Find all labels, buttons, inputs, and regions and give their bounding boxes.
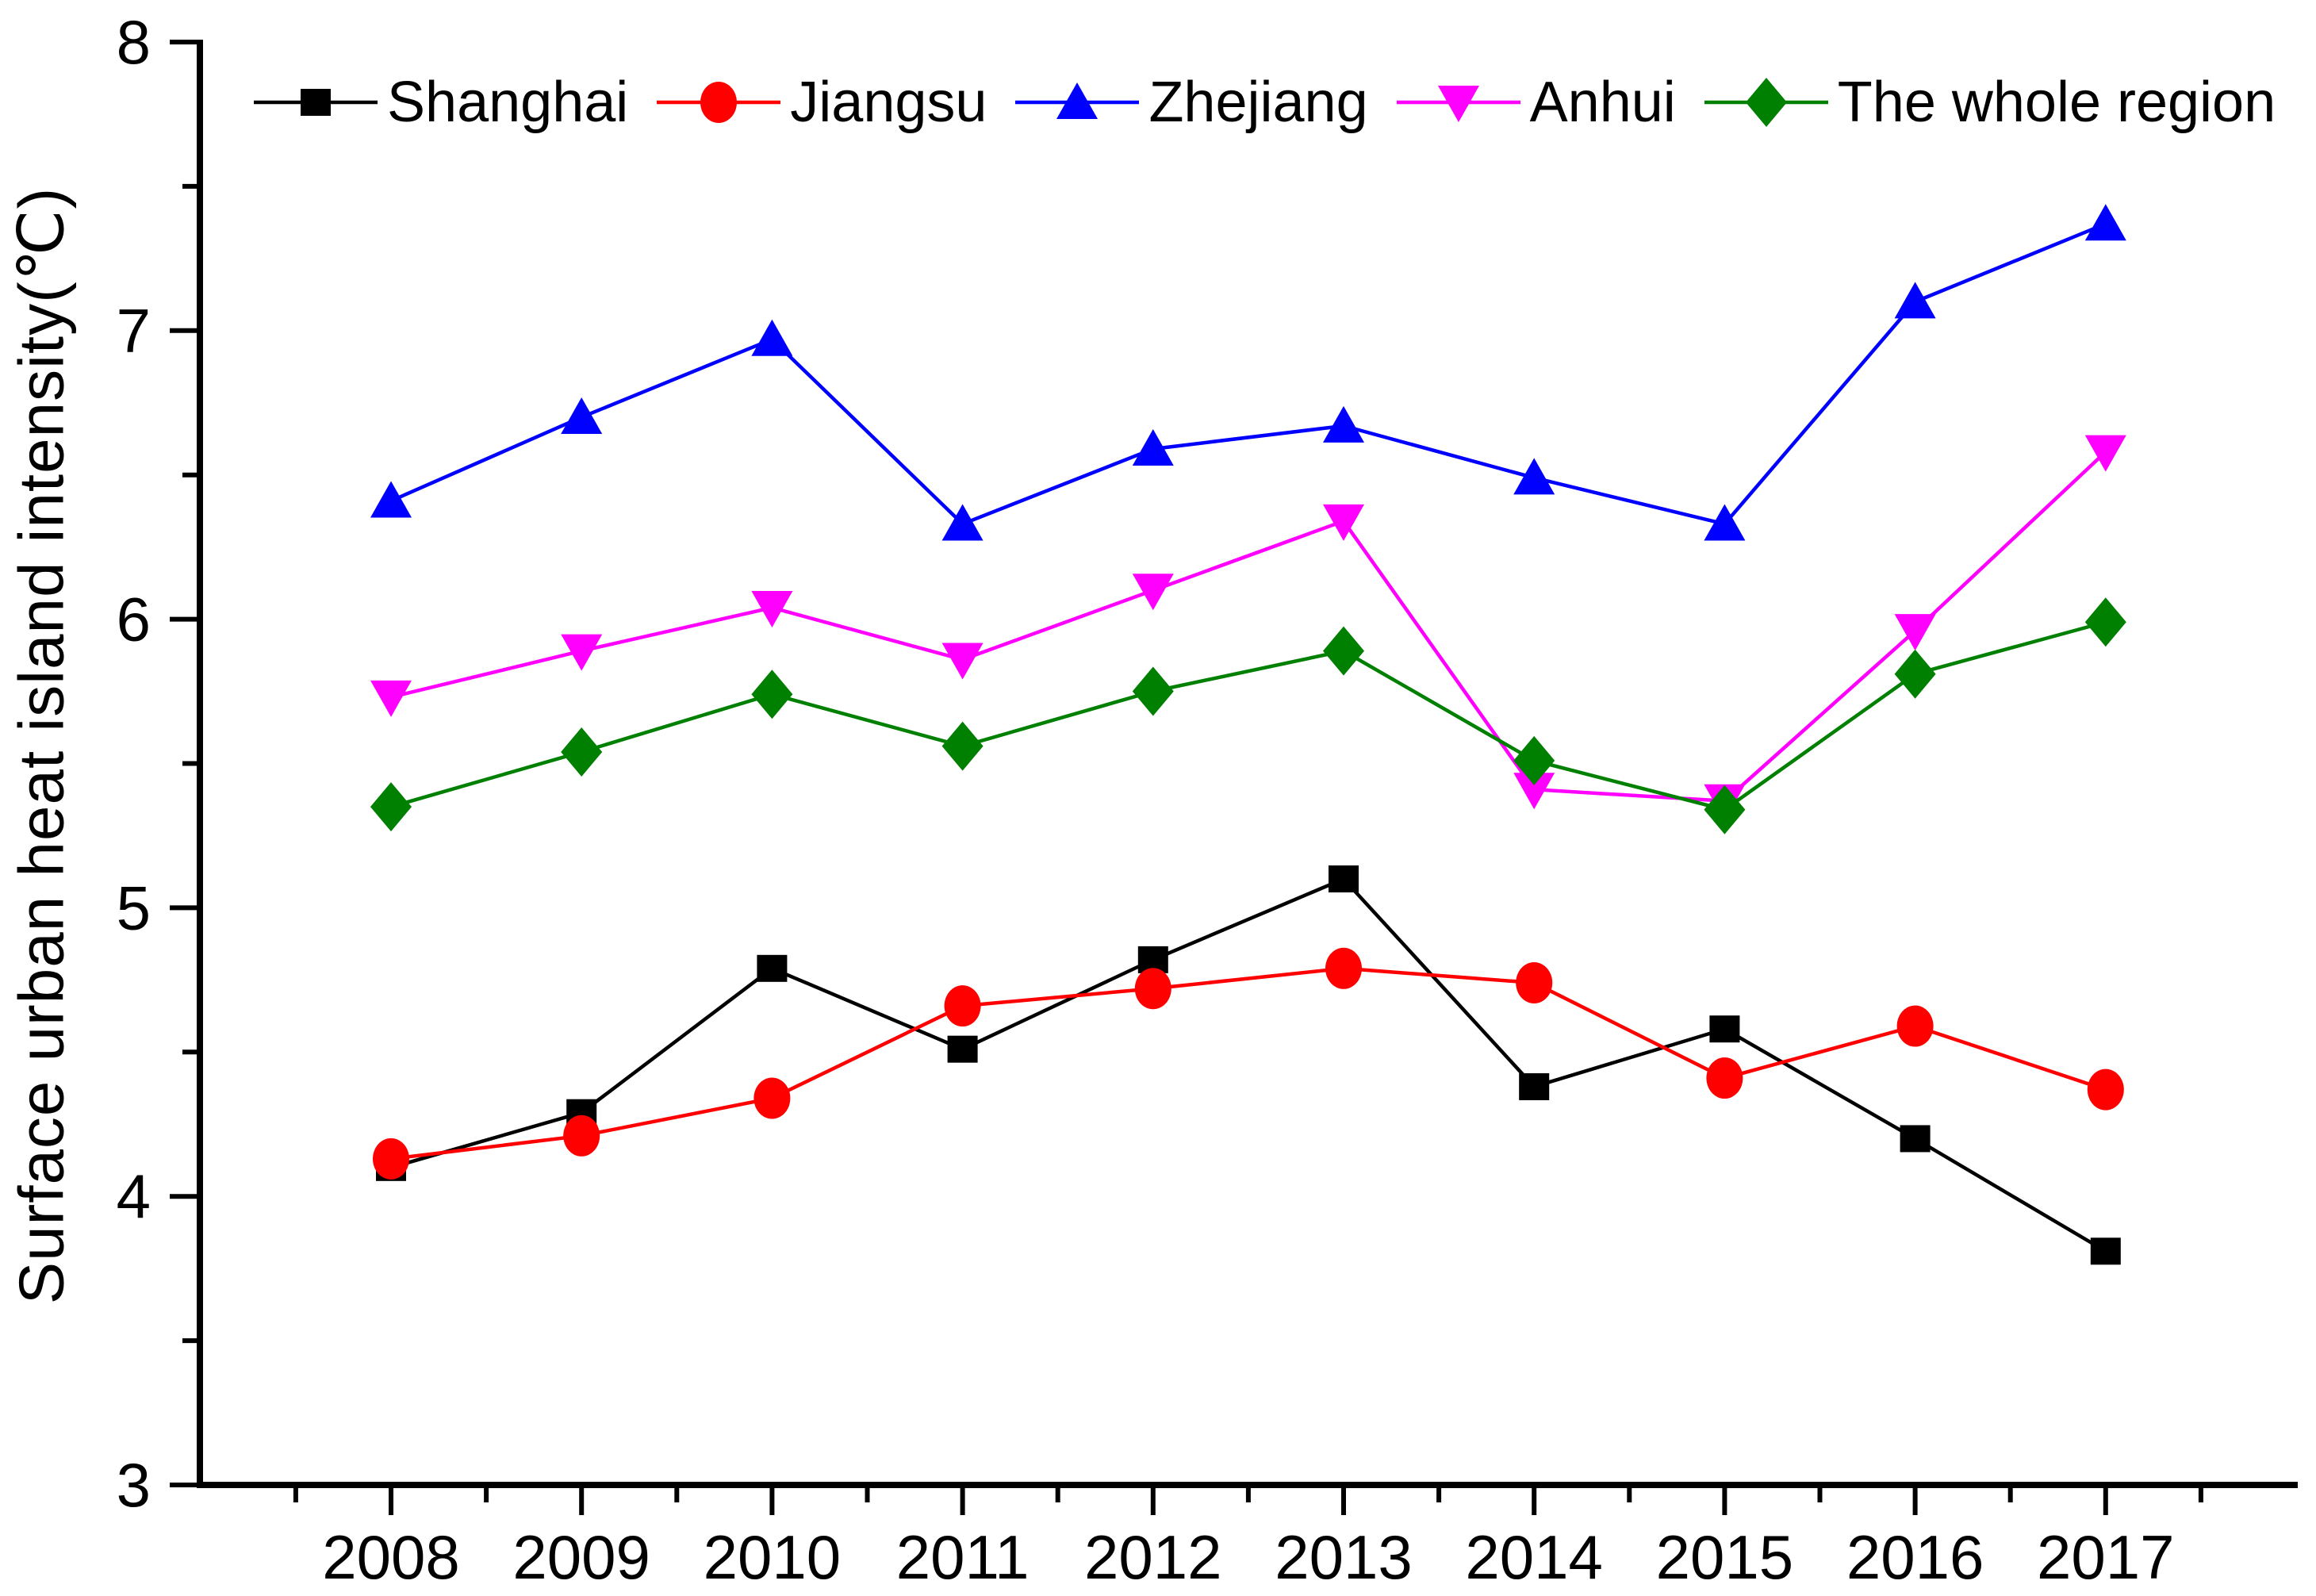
y-tick-label: 3: [117, 1450, 151, 1520]
legend-item-anhui: Anhui: [1395, 70, 1676, 135]
legend-item-zhejiang: Zhejiang: [1014, 70, 1368, 135]
triangle-down-marker: [751, 591, 793, 628]
x-tick-label: 2009: [512, 1522, 650, 1592]
diamond-marker: [561, 727, 603, 777]
legend-key-jiangsu: [657, 82, 781, 123]
x-tick-label: 2012: [1084, 1522, 1222, 1592]
circle-marker: [1516, 961, 1553, 1003]
diamond-marker: [941, 721, 984, 771]
x-tick-label: 2010: [704, 1522, 842, 1592]
triangle-down-marker: [1513, 773, 1555, 810]
x-tick-label: 2008: [322, 1522, 460, 1592]
triangle-down-marker: [1894, 614, 1936, 651]
y-tick-label: 5: [117, 873, 151, 942]
triangle-down-marker: [1437, 86, 1479, 122]
x-tick-label: 2013: [1275, 1522, 1413, 1592]
legend-key-zhejiang: [1015, 82, 1140, 119]
triangle-up-marker: [1132, 428, 1174, 466]
square-marker: [1329, 865, 1359, 893]
triangle-up-marker: [1323, 405, 1364, 443]
triangle-down-marker: [1323, 504, 1364, 541]
legend-label-shanghai: Shanghai: [387, 71, 629, 134]
ticks: [170, 40, 2203, 1515]
legend-key-shanghai: [254, 89, 378, 116]
y-tick-label: 4: [117, 1161, 151, 1231]
circle-marker: [944, 985, 981, 1027]
diamond-marker: [1132, 666, 1174, 716]
y-tick-label: 7: [117, 296, 151, 366]
square-marker: [757, 954, 788, 982]
legend-item-the-whole-region: The whole region: [1703, 70, 2276, 135]
diamond-marker: [1704, 785, 1746, 834]
circle-marker: [563, 1115, 600, 1157]
triangle-up-marker: [1704, 504, 1746, 541]
series-line-the-whole-region: [390, 620, 2107, 812]
series-shanghai: [376, 865, 2121, 1265]
legend-label-anhui: Anhui: [1529, 71, 1676, 134]
tick-labels: 8 7 6 5 4 3 2008 2009 2010 2011 2012 2013 2014 2015 20…: [117, 7, 2175, 1592]
circle-marker: [1896, 1005, 1934, 1047]
series-the-whole-region: [370, 597, 2126, 834]
triangle-up-marker: [751, 319, 793, 356]
triangle-up-marker: [2084, 204, 2126, 241]
series-line-shanghai: [390, 877, 2107, 1253]
circle-marker: [700, 82, 738, 123]
triangle-up-marker: [1894, 282, 1936, 319]
diamond-marker: [1745, 78, 1787, 127]
diamond-marker: [1323, 626, 1364, 676]
triangle-down-marker: [370, 680, 412, 717]
triangle-down-marker: [2084, 435, 2126, 472]
square-marker: [1900, 1125, 1931, 1153]
triangle-up-marker: [1056, 82, 1099, 119]
triangle-down-marker: [941, 643, 984, 680]
circle-marker: [1325, 947, 1362, 989]
y-tick-label: 6: [117, 585, 151, 654]
circle-marker: [373, 1138, 409, 1180]
legend: Shanghai Jiangsu Zhejiang Anhui The whole re…: [252, 70, 2276, 135]
series-line-anhui: [390, 450, 2107, 804]
circle-marker: [1134, 968, 1171, 1010]
x-tick-label: 2016: [1846, 1522, 1984, 1592]
triangle-down-marker: [561, 634, 603, 671]
series-line-zhejiang: [390, 222, 2107, 527]
diamond-marker: [1894, 649, 1936, 699]
series-zhejiang: [370, 204, 2126, 541]
series-line-jiangsu: [390, 966, 2107, 1161]
triangle-up-marker: [1513, 458, 1555, 495]
legend-key-anhui: [1396, 86, 1520, 122]
series-jiangsu: [373, 947, 2124, 1180]
x-tick-label: 2014: [1465, 1522, 1603, 1592]
y-axis-title: Surface urban heat island intensity(℃): [6, 186, 77, 1305]
x-tick-label: 2015: [1656, 1522, 1794, 1592]
triangle-down-marker: [1132, 574, 1174, 611]
triangle-up-marker: [941, 504, 984, 541]
legend-label-the-whole-region: The whole region: [1837, 71, 2276, 134]
square-marker: [1709, 1015, 1740, 1043]
triangle-up-marker: [370, 481, 412, 518]
legend-item-jiangsu: Jiangsu: [655, 70, 987, 135]
legend-key-the-whole-region: [1704, 78, 1828, 127]
square-marker: [2090, 1237, 2121, 1265]
circle-marker: [753, 1077, 791, 1119]
square-marker: [1519, 1072, 1550, 1100]
legend-label-jiangsu: Jiangsu: [790, 71, 987, 134]
diamond-marker: [1513, 735, 1555, 785]
legend-item-shanghai: Shanghai: [252, 70, 628, 135]
diamond-marker: [370, 782, 412, 832]
circle-marker: [1706, 1057, 1743, 1099]
x-tick-label: 2011: [896, 1522, 1030, 1592]
diamond-marker: [2084, 597, 2126, 647]
diamond-marker: [751, 669, 793, 719]
y-tick-label: 8: [117, 7, 151, 77]
series-anhui: [370, 435, 2126, 821]
axes: [197, 40, 2298, 1488]
legend-label-zhejiang: Zhejiang: [1148, 71, 1368, 134]
square-marker: [947, 1035, 978, 1063]
x-tick-label: 2017: [2037, 1522, 2175, 1592]
circle-marker: [2087, 1068, 2124, 1111]
triangle-up-marker: [561, 397, 603, 434]
square-marker: [301, 89, 331, 116]
